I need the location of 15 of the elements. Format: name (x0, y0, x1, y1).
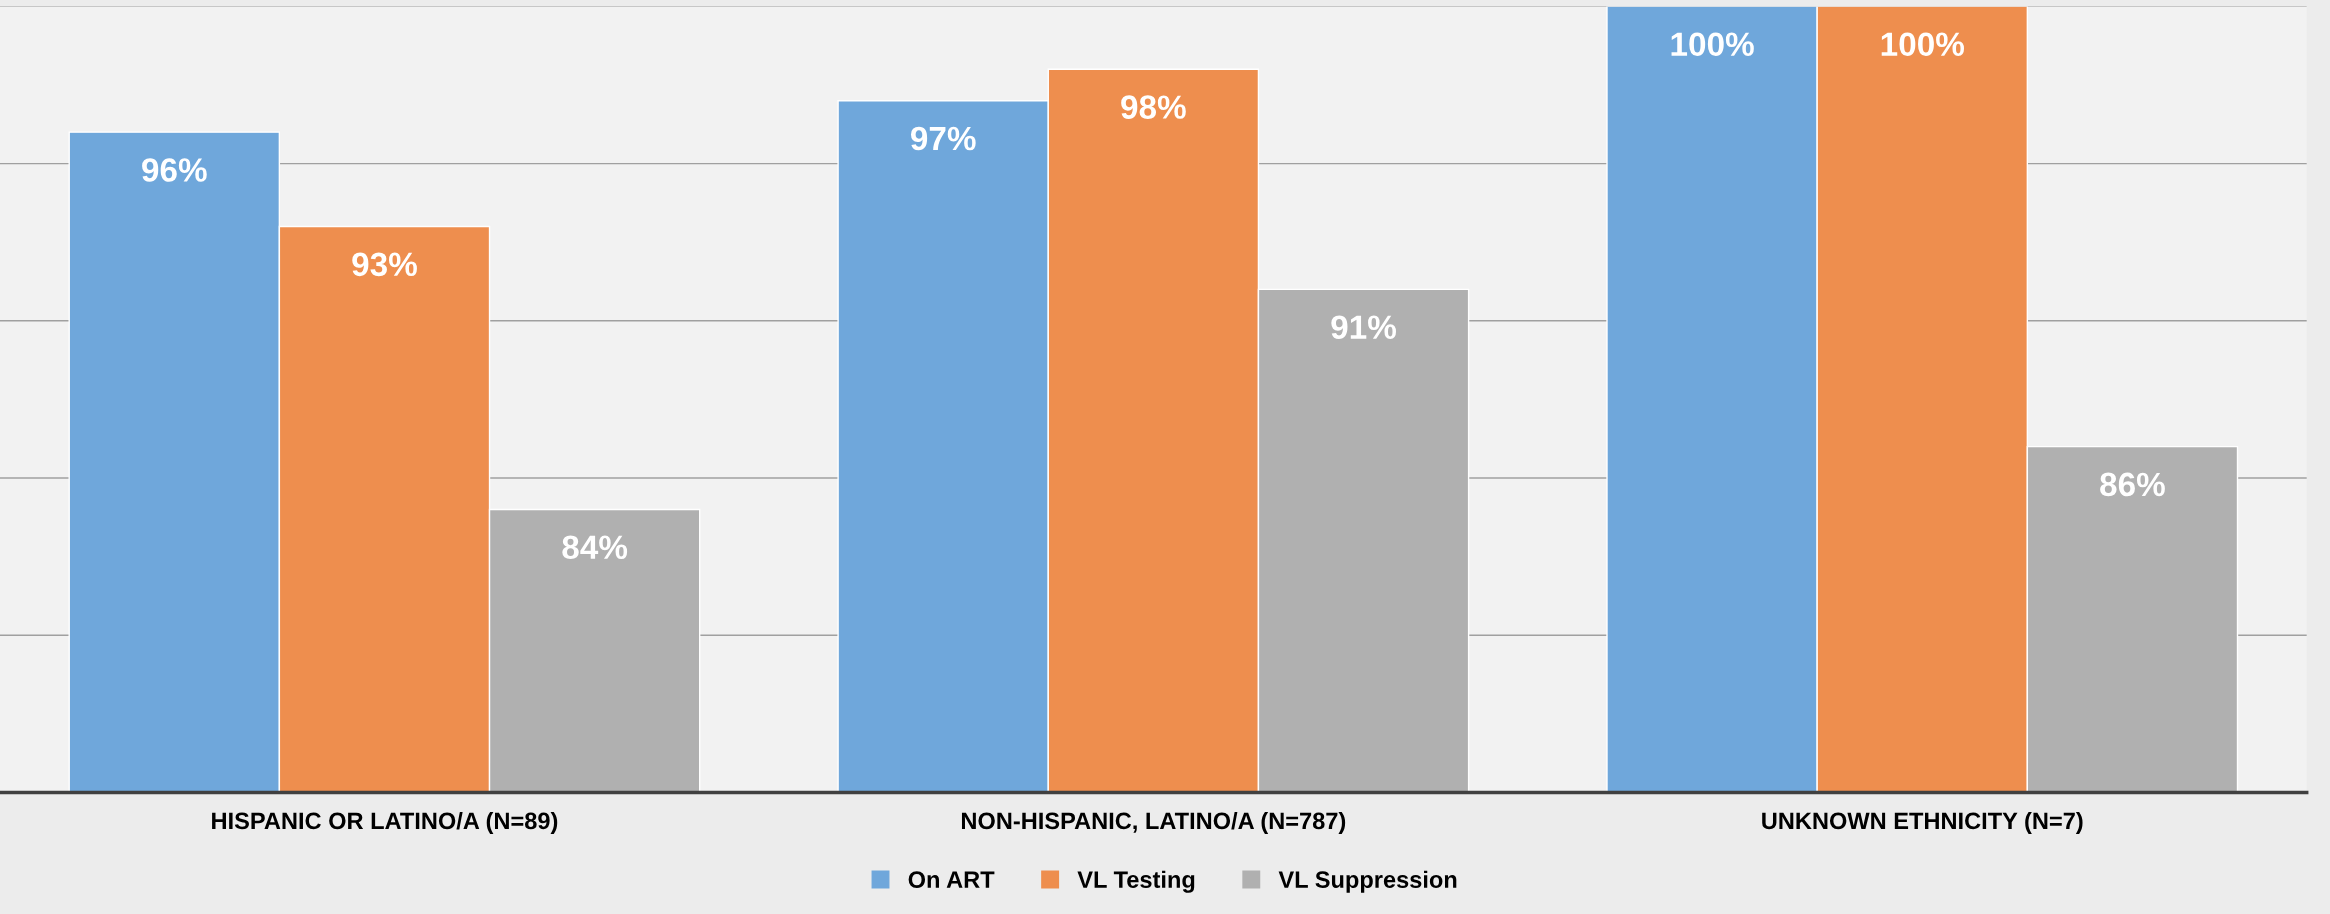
data-label: 97% (910, 126, 976, 151)
legend-label: VL Testing (1077, 870, 1195, 893)
data-label: 96% (142, 158, 207, 182)
x-tick-label: NON-HISPANIC, LATINO/A (N=787) (961, 811, 1346, 834)
legend-label: On ART (908, 871, 995, 888)
data-label: 100% (1671, 32, 1754, 57)
x-tick-label: HISPANIC OR LATINO/A (N=89) (212, 811, 558, 834)
data-label: 91% (1331, 315, 1396, 340)
data-label: 98% (1121, 95, 1186, 119)
legend-label: VL Suppression (1278, 870, 1457, 893)
data-label: 100% (1881, 32, 1964, 57)
x-tick-label: UNKNOWN ETHNICITY (N=7) (1762, 811, 2083, 834)
data-label: 86% (2100, 472, 2165, 497)
data-label: 93% (352, 252, 417, 277)
data-label: 84% (562, 535, 628, 560)
